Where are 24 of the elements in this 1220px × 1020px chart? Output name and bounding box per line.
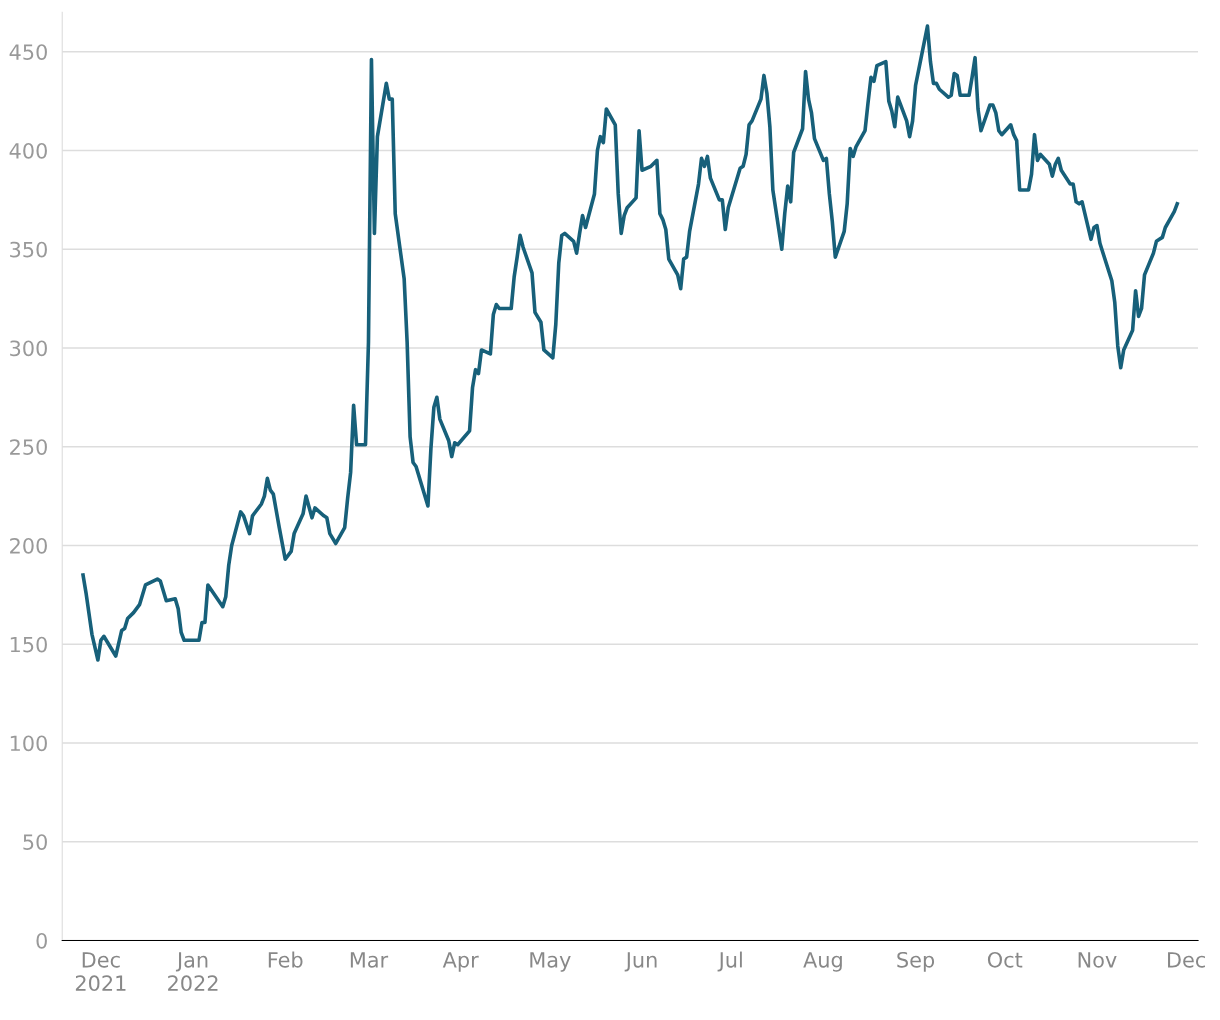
y-tick-label: 50 [23, 834, 47, 850]
x-tick-label: Aug [803, 952, 842, 972]
y-tick-label: 450 [9, 44, 47, 60]
y-tick-label: 200 [10, 537, 47, 554]
y-tick-label: 350 [10, 241, 47, 258]
x-tick-label: Feb [268, 951, 303, 968]
x-tick-label: May [530, 952, 571, 972]
line-series [81, 24, 1180, 662]
x-tick-label: Dec [1168, 952, 1206, 968]
x-tick-label: Dec 2021 [75, 952, 126, 992]
x-tick-label: Oct [987, 951, 1023, 968]
x-tick-label: Sep [897, 951, 935, 972]
y-tick-label: 0 [36, 932, 47, 949]
y-tick-label: 250 [10, 439, 47, 455]
y-tick-label: 300 [10, 340, 47, 357]
x-tick-label: Jan 2022 [168, 952, 218, 992]
x-tick-label: Jun [624, 952, 657, 972]
y-tick-label: 100 [10, 735, 47, 752]
x-tick-label: Apr [442, 952, 479, 972]
x-tick-label: Jul [717, 951, 742, 972]
x-tick-label: Mar [350, 952, 389, 968]
x-tick-label: Nov [1078, 952, 1117, 968]
y-tick-label: 400 [9, 142, 47, 159]
y-tick-label: 150 [10, 636, 47, 653]
